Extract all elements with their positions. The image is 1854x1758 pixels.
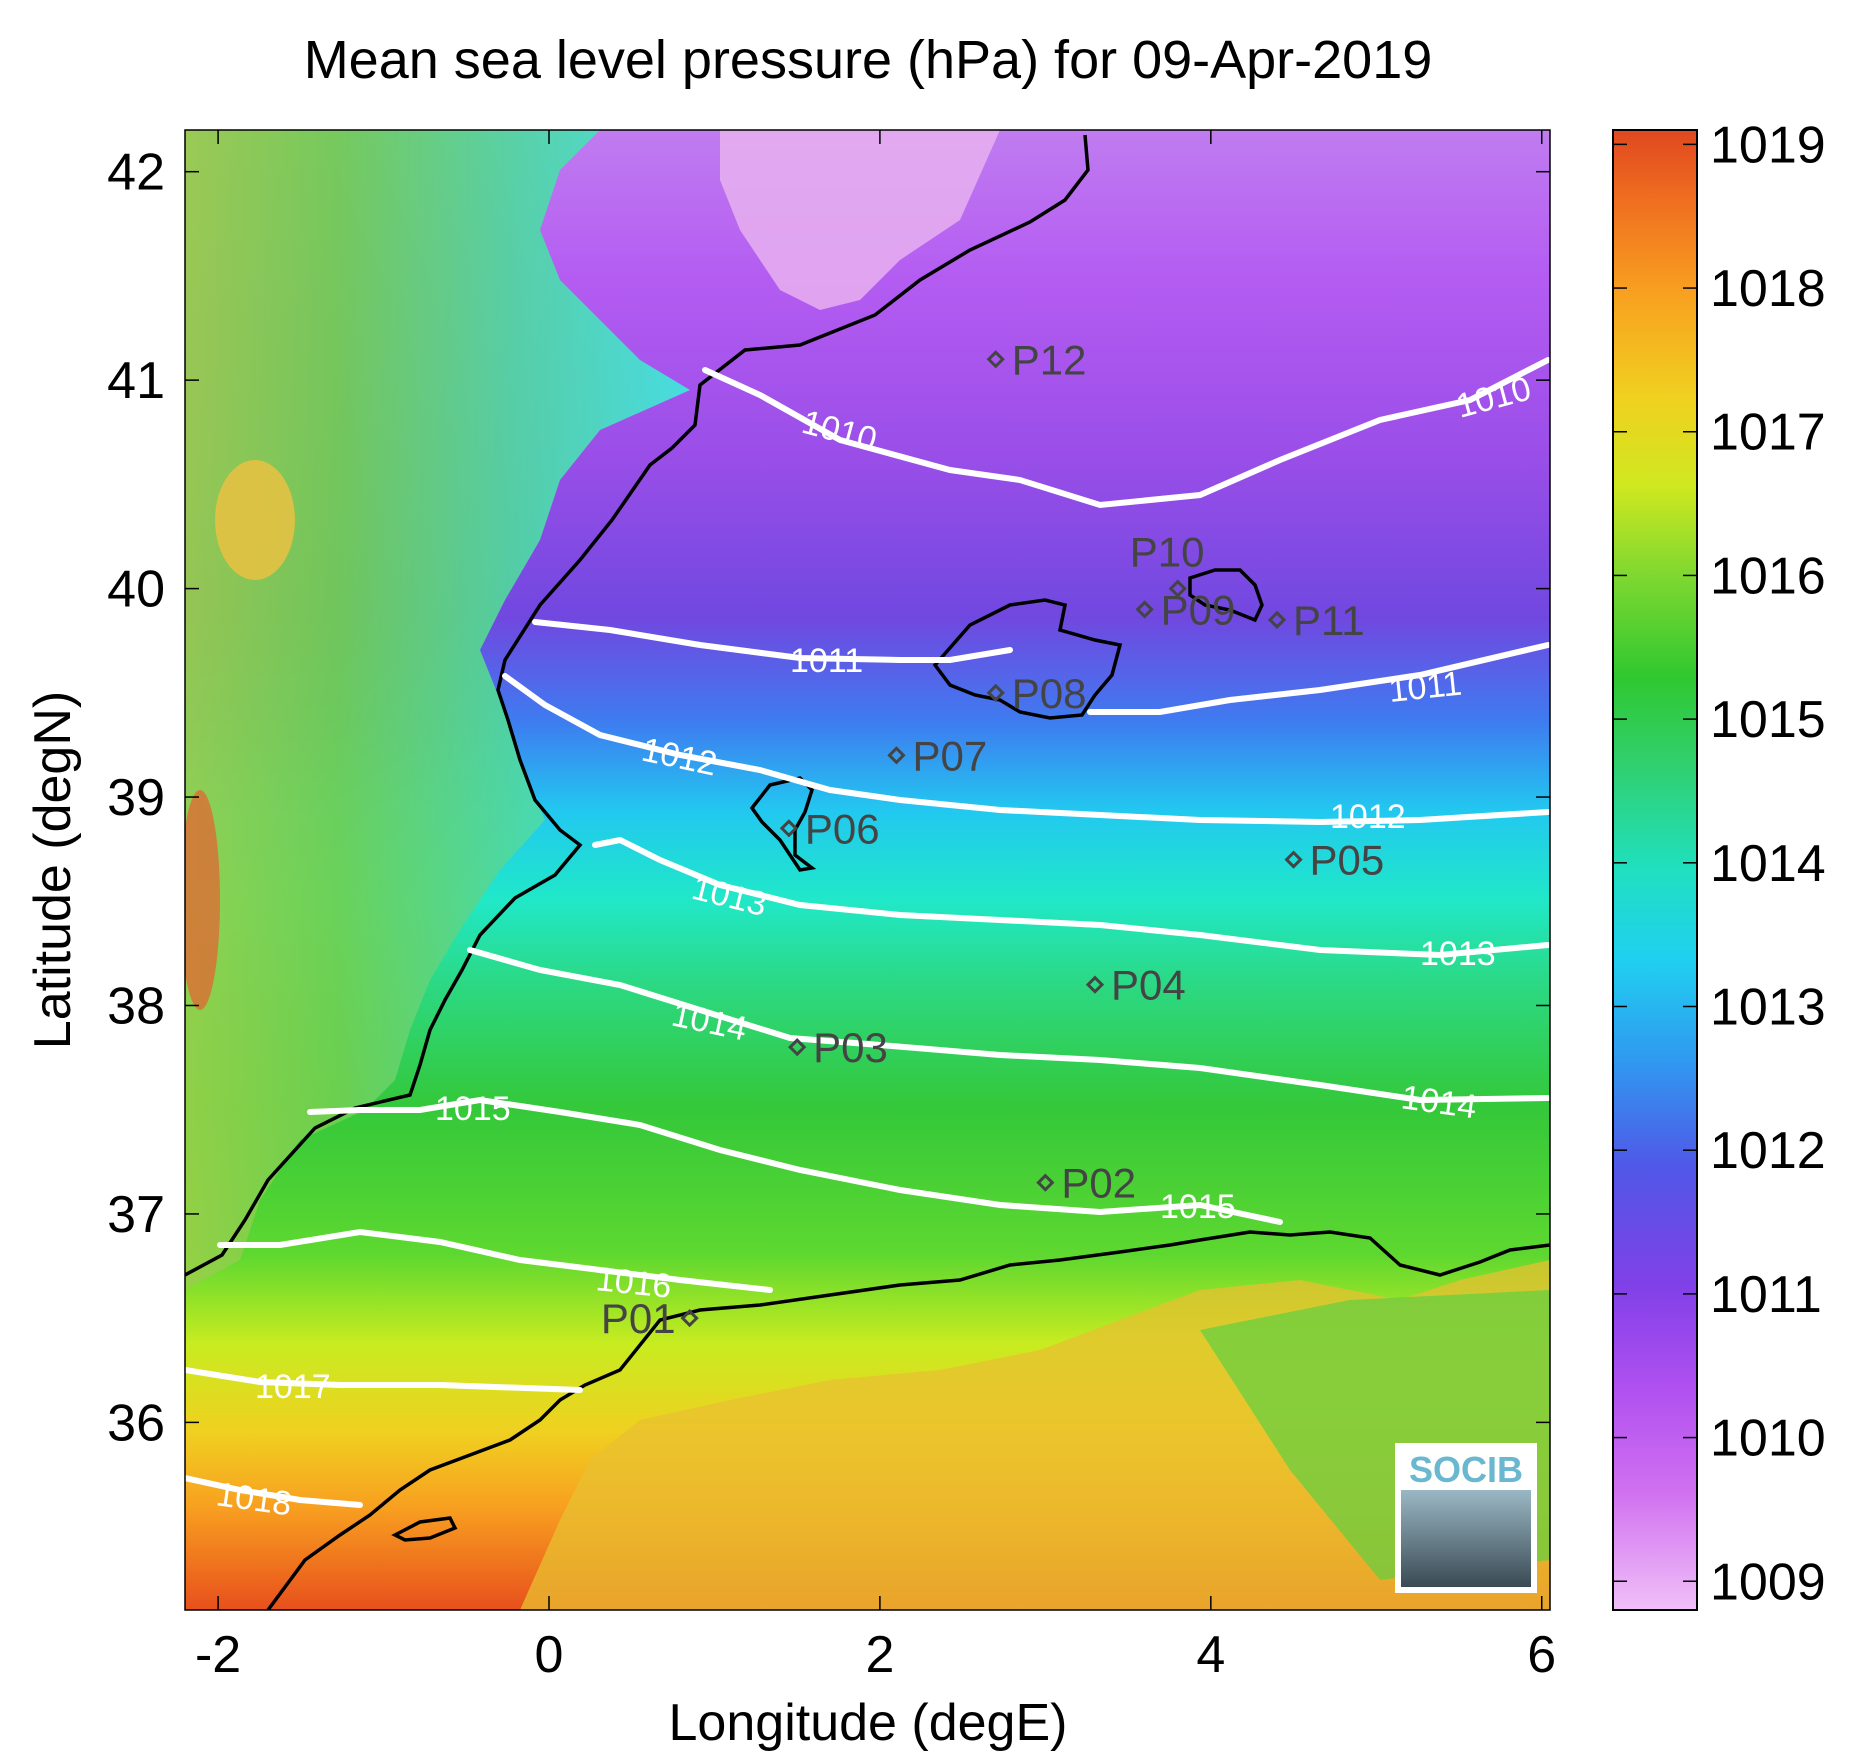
contour-label-1013-b: 1013 [1420, 935, 1496, 973]
colorbar-tick-label: 1015 [1710, 691, 1826, 749]
contour-label-1017: 1017 [255, 1368, 331, 1406]
station-label-p04: P04 [1111, 962, 1186, 1009]
colorbar-tick-label: 1011 [1710, 1266, 1822, 1324]
colorbar-tick-label: 1014 [1710, 835, 1826, 893]
station-label-p03: P03 [813, 1024, 888, 1071]
station-marker-p11 [1267, 610, 1287, 629]
x-tick-label: 4 [1196, 1626, 1225, 1684]
y-tick-label: 41 [107, 352, 165, 410]
station-marker-p10 [1168, 579, 1187, 598]
x-axis-ticks: -2 0 2 4 6 [195, 130, 1556, 1684]
contour-label-1015-a: 1015 [435, 1090, 511, 1128]
station-label-p09: P09 [1161, 586, 1236, 633]
contour-lines [185, 357, 1550, 1508]
contour-label-1011-b: 1011 [1387, 665, 1464, 710]
logo-image [1401, 1490, 1531, 1587]
y-tick-label: 39 [107, 769, 165, 827]
station-label-p08: P08 [1012, 670, 1087, 717]
y-tick-label: 38 [107, 977, 165, 1035]
colorbar-tick-label: 1010 [1710, 1410, 1826, 1468]
island-alboran [391, 1516, 458, 1542]
contour-1011 [532, 619, 1550, 715]
colorbar-tick-label: 1018 [1710, 260, 1826, 318]
x-tick-label: -2 [195, 1626, 241, 1684]
station-marker-p01 [680, 1309, 699, 1328]
station-markers: P01 P02 P03 P04 P05 P06 P07 P08 P09 P10 P11 P12 [601, 336, 1384, 1342]
station-label-p10: P10 [1130, 529, 1205, 576]
contour-1010 [702, 357, 1550, 509]
land-warm-patch [215, 460, 295, 580]
contour-1017 [185, 1367, 583, 1393]
station-label-p02: P02 [1061, 1160, 1136, 1207]
contour-label-1016: 1016 [594, 1260, 673, 1306]
station-marker-p05 [1284, 850, 1303, 869]
station-label-p07: P07 [912, 732, 987, 779]
contour-label-1011-a: 1011 [790, 642, 863, 680]
y-tick-label: 37 [107, 1186, 165, 1244]
contour-1018 [185, 1475, 363, 1508]
station-marker-p02 [1036, 1173, 1055, 1192]
colorbar-tick-label: 1012 [1710, 1122, 1826, 1180]
land-warm-strip [185, 790, 220, 1010]
coastline-africa [266, 1230, 1550, 1610]
station-marker-p04 [1085, 975, 1105, 994]
colorbar-ticks: 1009 1010 1011 1012 1013 1014 1015 1016 1017 1018… [1613, 116, 1826, 1611]
y-axis-label: Latitude (degN) [24, 691, 82, 1049]
island-ibiza [749, 776, 817, 872]
x-tick-label: 0 [535, 1626, 564, 1684]
station-marker-p03 [788, 1038, 807, 1057]
chart-title: Mean sea level pressure (hPa) for 09-Apr… [304, 30, 1433, 90]
station-label-p01: P01 [601, 1295, 676, 1342]
contour-1016 [217, 1228, 773, 1293]
contour-1015 [307, 1096, 1283, 1225]
coastline-iberia [185, 134, 1090, 1277]
colorbar-tick-label: 1017 [1710, 404, 1826, 462]
contour-1012 [502, 673, 1550, 826]
y-tick-label: 40 [107, 561, 165, 619]
y-axis-ticks: 36 37 38 39 40 41 42 [107, 144, 1550, 1452]
y-tick-label: 36 [107, 1394, 165, 1452]
station-label-p11: P11 [1293, 597, 1365, 644]
logo-text: SOCIB [1409, 1449, 1523, 1490]
island-mallorca [932, 598, 1123, 720]
station-label-p12: P12 [1012, 336, 1087, 383]
x-axis-label: Longitude (degE) [669, 1694, 1068, 1752]
contour-label-1012-b: 1012 [1330, 798, 1406, 836]
station-marker-p12 [986, 350, 1005, 369]
colorbar-tick-label: 1009 [1710, 1553, 1826, 1611]
socib-logo: SOCIB [1395, 1443, 1537, 1593]
station-marker-p06 [779, 819, 799, 838]
north-light-patch [720, 130, 1000, 310]
station-marker-p08 [986, 683, 1005, 702]
contour-1014 [467, 947, 1550, 1104]
island-menorca [1188, 568, 1264, 623]
colorbar-tick-label: 1019 [1710, 116, 1826, 174]
colorbar [1612, 129, 1698, 1611]
contour-1013 [592, 836, 1550, 959]
station-marker-p09 [1135, 600, 1154, 619]
y-tick-label: 42 [107, 144, 165, 202]
x-tick-label: 2 [865, 1626, 894, 1684]
x-tick-label: 6 [1527, 1626, 1556, 1684]
iberia-land [185, 130, 690, 1290]
contour-label-1015-b: 1015 [1160, 1188, 1236, 1226]
plot-frame [184, 129, 1551, 1611]
colorbar-tick-label: 1016 [1710, 547, 1826, 605]
colorbar-tick-label: 1013 [1710, 979, 1826, 1037]
station-label-p06: P06 [805, 805, 880, 852]
station-label-p05: P05 [1310, 837, 1385, 884]
station-marker-p07 [887, 746, 906, 765]
plot-area: 1010 1010 1011 1011 1012 1012 1013 1013 … [185, 130, 1550, 1610]
